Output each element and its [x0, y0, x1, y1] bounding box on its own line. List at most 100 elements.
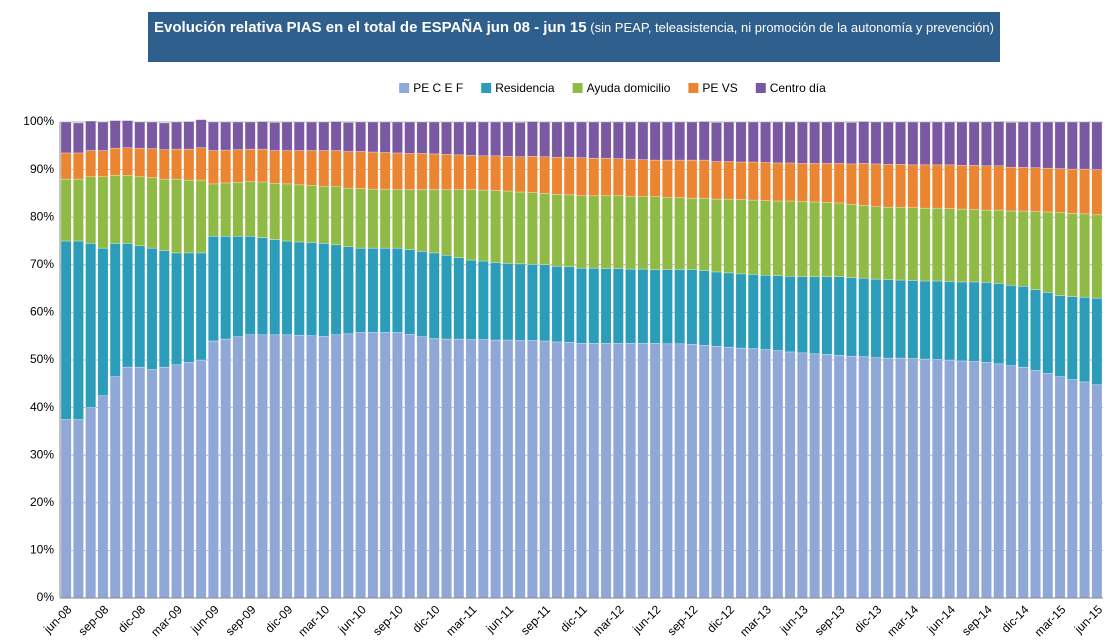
- bar-segment: [772, 350, 784, 599]
- bar-segment: [158, 366, 170, 599]
- x-tick-label: jun-12: [629, 602, 663, 636]
- bar-segment: [1091, 384, 1103, 599]
- bar-segment: [637, 268, 649, 344]
- bar-segment: [637, 159, 649, 197]
- x-tick-label: dic-12: [704, 602, 737, 635]
- bar-segment: [527, 192, 538, 265]
- bar-segment: [809, 121, 821, 164]
- bar-segment: [85, 407, 97, 599]
- bar-segment: [330, 121, 342, 151]
- bar-segment: [956, 360, 968, 599]
- y-tick-label: 30%: [30, 447, 54, 461]
- x-tick-label: jun-08: [40, 602, 74, 636]
- bar-segment: [306, 121, 317, 151]
- bar-segment: [858, 163, 870, 206]
- bar-segment: [956, 165, 968, 210]
- bar-segment: [698, 270, 710, 346]
- bar-segment: [612, 121, 624, 159]
- bar-segment: [563, 121, 575, 158]
- bar-segment: [293, 184, 305, 243]
- bar-segment: [674, 197, 686, 270]
- bar-segment: [846, 204, 857, 278]
- bar-segment: [281, 121, 293, 151]
- bar-segment: [674, 343, 686, 599]
- bar-segment: [993, 165, 1005, 211]
- bar-segment: [232, 149, 244, 183]
- bar-segment: [318, 186, 330, 244]
- bar-segment: [392, 247, 403, 333]
- bar-segment: [858, 121, 870, 164]
- bar-segment: [809, 353, 821, 599]
- bar-segment: [465, 155, 477, 190]
- bar-segment: [563, 194, 575, 267]
- bar-segment: [1005, 166, 1017, 212]
- bar-segment: [207, 183, 219, 237]
- bar-segment: [158, 250, 170, 368]
- bar-segment: [1054, 212, 1066, 296]
- bar-segment: [171, 252, 182, 366]
- bar-segment: [514, 156, 526, 193]
- x-tick-label: dic-14: [999, 602, 1032, 635]
- bar-segment: [882, 357, 894, 599]
- bar-segment: [723, 198, 735, 274]
- bar-segment: [600, 195, 612, 269]
- bar-segment: [661, 269, 673, 345]
- bar-segment: [60, 121, 72, 154]
- bar-segment: [1079, 296, 1090, 383]
- bar-segment: [97, 150, 109, 177]
- bar-segment: [698, 159, 710, 199]
- bar-segment: [760, 121, 771, 163]
- bar-segment: [60, 419, 72, 599]
- bar-segment: [146, 148, 158, 178]
- legend-swatch: [399, 83, 410, 93]
- bar-segment: [981, 165, 992, 211]
- bar-segment: [342, 122, 354, 152]
- bar-segment: [1005, 122, 1017, 168]
- bar-segment: [269, 183, 281, 240]
- x-tick-label: sep-12: [664, 602, 700, 638]
- bar-segment: [232, 235, 244, 337]
- bar-segment: [183, 362, 195, 599]
- bar-segment: [502, 263, 514, 341]
- bar-segment: [109, 147, 121, 176]
- bar-segment: [220, 338, 232, 599]
- bar-segment: [146, 121, 158, 149]
- bar-segment: [379, 152, 391, 190]
- bar-segment: [846, 163, 857, 205]
- bar-segment: [453, 257, 465, 340]
- bar-segment: [809, 201, 821, 277]
- bar-segment: [686, 159, 698, 199]
- x-tick-label: jun-13: [777, 602, 811, 636]
- bar-segment: [907, 121, 919, 166]
- bar-segment: [870, 206, 882, 280]
- bar-segment: [122, 175, 133, 244]
- bar-segment: [760, 200, 771, 276]
- bar-segment: [588, 343, 600, 599]
- bar-segment: [293, 334, 305, 599]
- bar-segment: [293, 121, 305, 151]
- bar-segment: [453, 121, 465, 156]
- bar-segment: [195, 252, 207, 361]
- bar-segment: [171, 364, 182, 599]
- bar-segment: [269, 122, 281, 151]
- bar-segment: [993, 283, 1005, 365]
- bar-segment: [576, 195, 587, 269]
- bar-segment: [60, 178, 72, 242]
- bar-segment: [527, 156, 538, 193]
- legend-label: Residencia: [495, 81, 555, 95]
- bar-segment: [232, 182, 244, 237]
- bar-segment: [404, 121, 416, 154]
- bar-segment: [711, 122, 722, 162]
- bar-segment: [306, 335, 317, 599]
- legend-swatch: [481, 83, 492, 93]
- bar-segment: [257, 237, 268, 336]
- bar-segment: [1054, 295, 1066, 377]
- bar-segment: [477, 260, 489, 340]
- bar-segment: [1017, 121, 1029, 168]
- bar-segment: [931, 280, 943, 360]
- bar-segment: [772, 200, 784, 276]
- bar-segment: [858, 277, 870, 357]
- bar-segment: [956, 121, 968, 166]
- bar-segment: [392, 152, 403, 190]
